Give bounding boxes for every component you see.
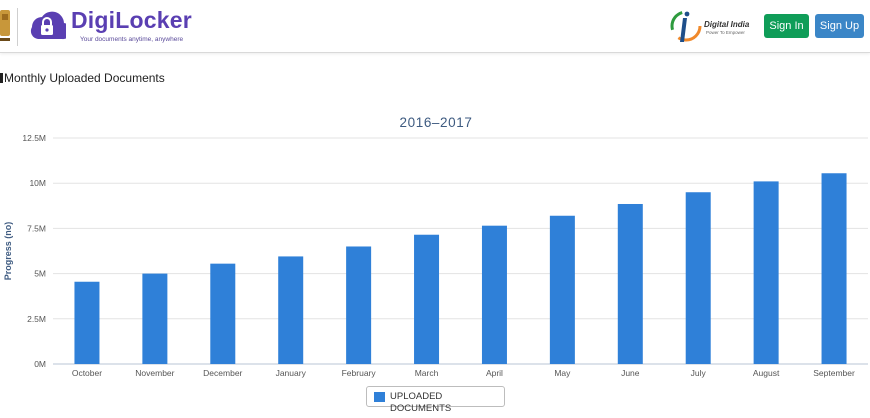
x-tick-label-december: December (203, 368, 242, 378)
x-tick-label-february: February (342, 368, 377, 378)
x-tick-label-october: October (72, 368, 102, 378)
x-tick-label-july: July (691, 368, 707, 378)
digital-india-logo-icon (670, 10, 702, 42)
bar-february[interactable] (346, 246, 372, 364)
x-tick-label-april: April (486, 368, 503, 378)
y-tick-label: 0M (34, 359, 46, 369)
bar-march[interactable] (414, 234, 440, 364)
bar-may[interactable] (549, 215, 575, 364)
national-emblem-icon (0, 10, 10, 41)
x-tick-label-september: September (813, 368, 855, 378)
y-tick-label: 2.5M (27, 314, 46, 324)
section-title: Monthly Uploaded Documents (0, 70, 165, 86)
section-marker (0, 73, 3, 83)
header-divider (17, 8, 18, 46)
x-tick-label-march: March (415, 368, 439, 378)
y-tick-label: 5M (34, 269, 46, 279)
x-tick-label-november: November (135, 368, 174, 378)
bar-december[interactable] (210, 263, 236, 364)
top-header: DigiLocker Your documents anytime, anywh… (0, 0, 870, 53)
bar-august[interactable] (753, 181, 779, 364)
bar-april[interactable] (481, 225, 507, 364)
x-tick-label-may: May (554, 368, 571, 378)
y-tick-label: 7.5M (27, 223, 46, 233)
y-tick-label: 12.5M (22, 133, 46, 143)
legend-label: UPLOADED DOCUMENTS (390, 391, 452, 414)
chart-title: 2016–2017 (400, 115, 473, 130)
sign-in-button[interactable]: Sign In (764, 14, 809, 38)
bar-july[interactable] (685, 192, 711, 364)
section-title-text: Monthly Uploaded Documents (4, 71, 165, 85)
y-tick-label: 10M (29, 178, 46, 188)
legend-swatch (374, 392, 385, 402)
digital-india-subtitle: Power To Empower (706, 30, 745, 35)
bar-january[interactable] (278, 256, 304, 364)
sign-up-button[interactable]: Sign Up (815, 14, 864, 38)
x-tick-label-january: January (276, 368, 307, 378)
y-axis-label: Progress (no) (3, 222, 13, 281)
bar-october[interactable] (74, 281, 100, 364)
monthly-uploads-chart: 2016–2017 Progress (no) 0M 2.5M 5M 7.5M 10M 1… (3, 115, 868, 378)
bar-june[interactable] (617, 203, 643, 364)
chart-legend[interactable]: UPLOADED DOCUMENTS (366, 386, 505, 414)
bar-november[interactable] (142, 273, 168, 364)
x-tick-label-june: June (621, 368, 640, 378)
x-tick-label-august: August (753, 368, 780, 378)
digilocker-logo-icon[interactable] (26, 7, 66, 47)
brand-name[interactable]: DigiLocker (71, 7, 192, 33)
digital-india-title: Digital India (704, 20, 750, 29)
brand-tagline: Your documents anytime, anywhere (80, 36, 184, 43)
bar-september[interactable] (821, 173, 847, 364)
